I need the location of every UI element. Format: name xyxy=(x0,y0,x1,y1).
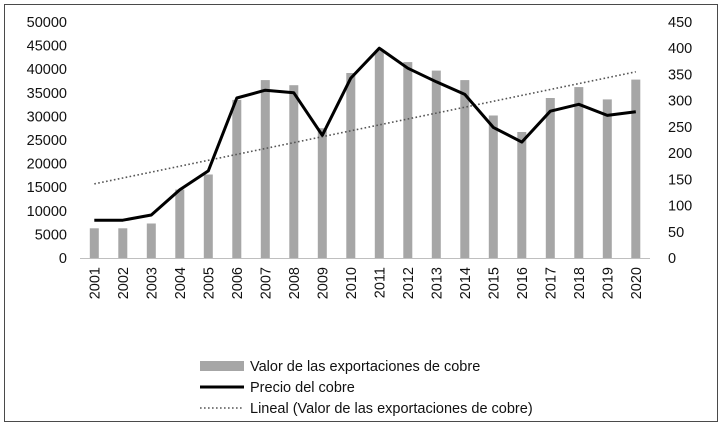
y-left-tick-label: 45000 xyxy=(27,39,67,55)
x-tick-label: 2002 xyxy=(116,267,132,299)
bar-2020 xyxy=(631,79,641,258)
bar-2010 xyxy=(346,73,356,258)
y-right-tick-label: 200 xyxy=(668,146,692,162)
y-left-tick-label: 20000 xyxy=(27,157,67,173)
x-tick-label: 2008 xyxy=(287,267,303,299)
x-tick-label: 2005 xyxy=(201,267,217,299)
x-tick-label: 2018 xyxy=(572,267,588,299)
trendline-series xyxy=(94,71,636,185)
x-tick-label: 2013 xyxy=(429,267,445,299)
bar-2006 xyxy=(232,99,242,259)
x-tick-label: 2001 xyxy=(87,267,103,299)
x-tick-label: 2010 xyxy=(344,267,360,299)
y-left-tick-label: 35000 xyxy=(27,86,67,102)
x-tick-label: 2020 xyxy=(629,267,645,299)
bar-2015 xyxy=(488,115,498,258)
chart-frame xyxy=(4,4,718,422)
y-left-tick-label: 40000 xyxy=(27,62,67,78)
bar-2008 xyxy=(289,85,299,258)
y-right-tick-label: 400 xyxy=(668,41,692,57)
price-line-series xyxy=(94,46,636,222)
x-tick-label: 2006 xyxy=(230,267,246,299)
legend-entry: Lineal (Valor de las exportaciones de co… xyxy=(250,401,533,417)
x-tick-label: 2007 xyxy=(258,267,274,299)
y-left-tick-label: 30000 xyxy=(27,109,67,125)
y-left-tick-label: 0 xyxy=(59,251,67,267)
bar-2007 xyxy=(260,80,270,258)
x-tick-label: 2012 xyxy=(401,267,417,299)
x-tick-label: 2017 xyxy=(543,267,559,299)
bar-2011 xyxy=(374,50,384,258)
bar-2003 xyxy=(146,223,156,258)
bar-2001 xyxy=(89,228,99,258)
x-tick-label: 2016 xyxy=(515,267,531,299)
x-tick-label: 2019 xyxy=(600,267,616,299)
legend-swatch-bar xyxy=(200,361,244,371)
y-left-tick-label: 15000 xyxy=(27,180,67,196)
x-tick-label: 2009 xyxy=(315,267,331,299)
y-right-tick-label: 50 xyxy=(668,225,684,241)
y-right-tick-label: 100 xyxy=(668,199,692,215)
bar-2005 xyxy=(203,174,213,258)
bar-2019 xyxy=(602,99,612,259)
y-right-tick-label: 350 xyxy=(668,67,692,83)
y-left-tick-label: 5000 xyxy=(35,227,67,243)
x-tick-label: 2015 xyxy=(486,267,502,299)
y-right-tick-label: 0 xyxy=(668,251,676,267)
bar-2013 xyxy=(431,70,441,258)
y-right-tick-label: 300 xyxy=(668,94,692,110)
legend-entry: Precio del cobre xyxy=(250,380,355,396)
y-right-tick-label: 250 xyxy=(668,120,692,136)
y-left-tick-label: 25000 xyxy=(27,133,67,149)
y-left-tick-label: 10000 xyxy=(27,204,67,220)
legend-entry: Valor de las exportaciones de cobre xyxy=(250,359,480,375)
bar-2009 xyxy=(317,128,327,258)
bar-2012 xyxy=(403,62,413,258)
bar-2017 xyxy=(545,98,555,258)
bar-2004 xyxy=(175,189,185,258)
bar-2016 xyxy=(517,132,527,258)
y-right-tick-label: 150 xyxy=(668,172,692,188)
bar-2002 xyxy=(118,228,128,258)
x-tick-label: 2011 xyxy=(372,267,388,298)
y-left-tick-label: 50000 xyxy=(27,15,67,31)
x-tick-label: 2003 xyxy=(144,267,160,299)
x-tick-label: 2014 xyxy=(458,267,474,299)
bar-2018 xyxy=(574,87,584,258)
x-tick-label: 2004 xyxy=(173,267,189,299)
y-right-tick-label: 450 xyxy=(668,15,692,31)
bar-2014 xyxy=(460,80,470,258)
